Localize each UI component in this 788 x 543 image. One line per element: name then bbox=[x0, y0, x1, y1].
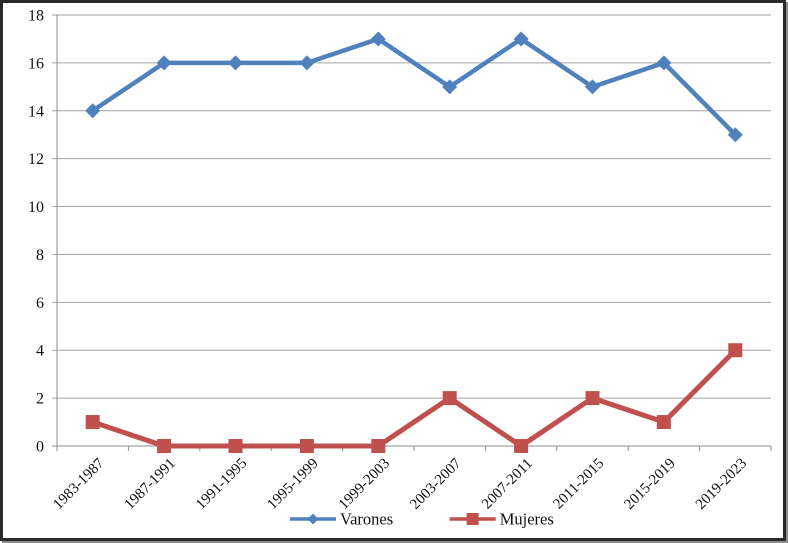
series-varones-marker bbox=[370, 31, 386, 47]
series-varones-marker bbox=[513, 31, 529, 47]
series-mujeres-marker bbox=[656, 415, 671, 430]
series-varones-marker bbox=[85, 103, 101, 119]
legend-item-mujeres: Mujeres bbox=[449, 510, 554, 529]
gridlines bbox=[52, 14, 771, 447]
x-axis-label: 1999-2003 bbox=[336, 456, 393, 513]
y-axis-label: 8 bbox=[36, 247, 44, 264]
series-mujeres-marker bbox=[371, 439, 386, 453]
y-axis-labels: 0 2 4 6 8 10 12 14 16 18 bbox=[28, 8, 44, 456]
series-mujeres-marker bbox=[514, 439, 529, 453]
y-axis-label: 6 bbox=[36, 295, 44, 312]
series-varones-marker bbox=[156, 55, 172, 71]
series-mujeres-line bbox=[90, 347, 738, 449]
y-axis-label: 14 bbox=[28, 103, 44, 120]
legend-label-mujeres: Mujeres bbox=[500, 510, 554, 529]
y-axis-label: 2 bbox=[36, 391, 44, 408]
series-mujeres-marker bbox=[728, 343, 743, 358]
legend-mujeres-marker bbox=[466, 513, 479, 525]
x-axis-label: 1983-1987 bbox=[50, 455, 108, 513]
x-axis-label: 1995-1999 bbox=[264, 456, 321, 513]
series-mujeres-marker bbox=[299, 439, 314, 453]
y-axis-label: 0 bbox=[36, 439, 44, 456]
legend-varones-marker bbox=[307, 513, 319, 525]
x-axis-label: 2007-2011 bbox=[479, 456, 536, 513]
series-mujeres-marker bbox=[85, 415, 100, 430]
series-varones-marker bbox=[656, 55, 672, 71]
legend: Varones Mujeres bbox=[290, 510, 554, 529]
series-varones-marker bbox=[228, 55, 243, 71]
series-mujeres bbox=[85, 343, 743, 453]
x-axis-label: 2011-2015 bbox=[550, 456, 607, 513]
x-axis-labels: 1983-1987 1987-1991 1991-1995 1995-1999 1999… bbox=[50, 455, 750, 513]
legend-label-varones: Varones bbox=[340, 510, 393, 529]
y-axis-label: 16 bbox=[28, 55, 44, 72]
legend-item-varones: Varones bbox=[290, 510, 393, 529]
y-axis-label: 12 bbox=[28, 151, 44, 168]
series-varones-line bbox=[90, 36, 738, 137]
x-axis-label: 2019-2023 bbox=[693, 456, 750, 513]
series-mujeres-marker bbox=[585, 391, 600, 406]
y-axis-label: 18 bbox=[28, 8, 44, 25]
x-axis-label: 2003-2007 bbox=[407, 455, 465, 513]
series-mujeres-marker bbox=[228, 439, 243, 453]
chart-canvas: 0 2 4 6 8 10 12 14 16 18 1983-1987 1987-1991 1991-19… bbox=[28, 8, 772, 529]
series-mujeres-marker bbox=[157, 439, 172, 453]
series-varones bbox=[85, 31, 743, 143]
series-varones-marker bbox=[299, 55, 315, 71]
y-axis-label: 4 bbox=[36, 343, 44, 360]
series-mujeres-marker bbox=[442, 391, 457, 406]
x-axis-label: 2015-2019 bbox=[621, 456, 678, 513]
x-axis-label: 1991-1995 bbox=[193, 456, 250, 513]
y-axis-label: 10 bbox=[28, 199, 44, 216]
series-varones-marker bbox=[727, 127, 743, 143]
series-varones-marker bbox=[442, 79, 458, 95]
series-varones-marker bbox=[585, 79, 600, 95]
x-axis-label: 1987-1991 bbox=[122, 456, 179, 513]
